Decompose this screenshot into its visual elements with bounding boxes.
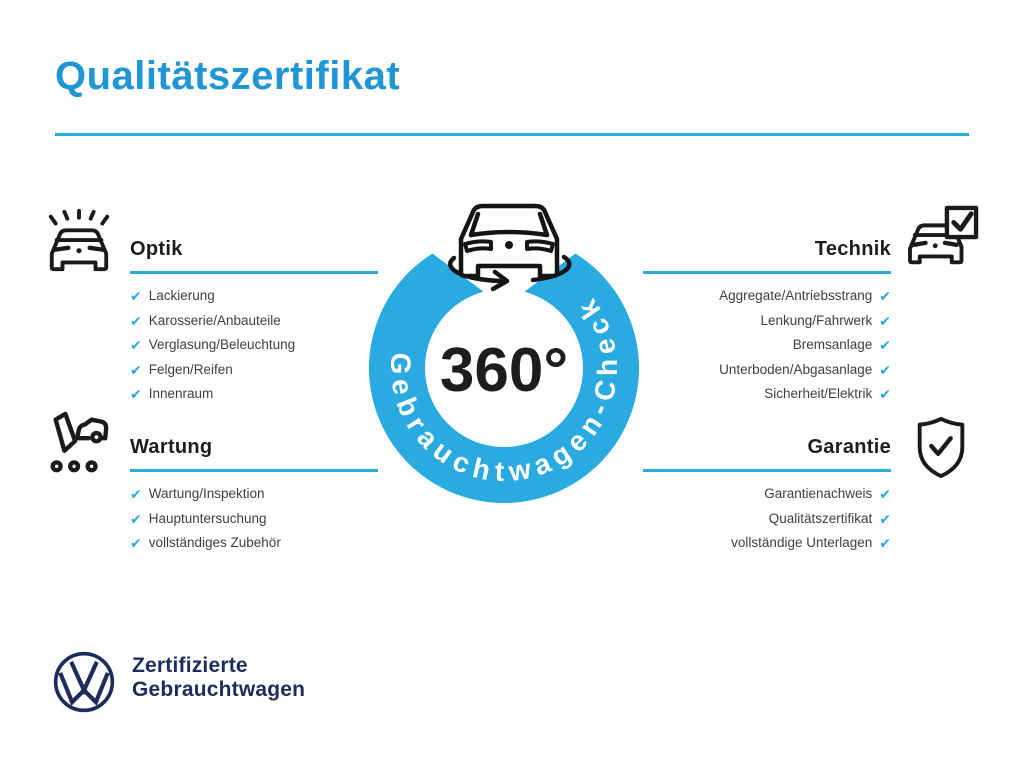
checklist-wartung: ✔ Wartung/Inspektion ✔ Hauptuntersuchung… <box>130 486 378 552</box>
checklist-item: vollständige Unterlagen ✔ <box>643 535 891 552</box>
check-icon: ✔ <box>879 288 891 305</box>
checklist-technik: Aggregate/Antriebsstrang ✔ Lenkung/Fahrw… <box>643 288 891 403</box>
section-optik: Optik ✔ Lackierung ✔ Karosserie/Anbautei… <box>130 236 378 403</box>
ring-shape <box>369 253 639 504</box>
checklist-item-label: Innenraum <box>148 386 214 401</box>
checklist-item: ✔ Felgen/Reifen <box>130 362 378 379</box>
checklist-item: ✔ vollständiges Zubehör <box>130 535 378 552</box>
check-icon: ✔ <box>879 312 891 329</box>
checklist-item: Bremsanlage ✔ <box>643 337 891 354</box>
section-technik: Technik Aggregate/Antriebsstrang ✔ Lenku… <box>643 236 891 403</box>
checklist-item: Unterboden/Abgasanlage ✔ <box>643 362 891 379</box>
check-icon: ✔ <box>130 337 142 354</box>
check-icon: ✔ <box>879 486 891 503</box>
vw-logo <box>52 650 116 714</box>
checklist-item-label: Qualitätszertifikat <box>768 510 873 526</box>
footer-claim: Zertifizierte Gebrauchtwagen <box>132 654 305 702</box>
checklist-item-label: Garantienachweis <box>764 486 873 501</box>
checklist-item-label: Lackierung <box>148 288 215 303</box>
checklist-item-label: Unterboden/Abgasanlage <box>719 361 873 377</box>
check-icon: ✔ <box>130 361 142 378</box>
checklist-item-label: Bremsanlage <box>792 337 873 352</box>
section-wartung: Wartung ✔ Wartung/Inspektion ✔ Hauptunte… <box>130 434 378 552</box>
check-icon: ✔ <box>879 510 891 527</box>
checklist-item: ✔ Lackierung <box>130 288 378 305</box>
checklist-item-label: Verglasung/Beleuchtung <box>148 337 296 352</box>
checklist-item: ✔ Innenraum <box>130 386 378 403</box>
checklist-item: Garantienachweis ✔ <box>643 486 891 503</box>
degree-label: 360° <box>440 336 568 405</box>
check-icon: ✔ <box>130 535 142 552</box>
checklist-item: Qualitätszertifikat ✔ <box>643 511 891 528</box>
checklist-item-label: Felgen/Reifen <box>148 361 233 377</box>
check-icon: ✔ <box>879 361 891 378</box>
car-front-rotation-icon <box>448 203 572 292</box>
car-shine-icon <box>44 208 114 274</box>
section-heading-optik: Optik <box>130 236 378 274</box>
check-icon: ✔ <box>879 337 891 354</box>
title-divider <box>55 133 969 136</box>
check-icon: ✔ <box>130 312 142 329</box>
section-garantie: Garantie Garantienachweis ✔ Qualitätszer… <box>643 434 891 552</box>
checklist-item: ✔ Wartung/Inspektion <box>130 486 378 503</box>
checklist-item-label: Wartung/Inspektion <box>148 486 265 501</box>
checklist-item-label: Karosserie/Anbauteile <box>148 312 281 328</box>
checklist-item-label: Aggregate/Antriebsstrang <box>719 288 873 303</box>
checklist-item: ✔ Karosserie/Anbauteile <box>130 313 378 330</box>
checklist-optik: ✔ Lackierung ✔ Karosserie/Anbauteile ✔ V… <box>130 288 378 403</box>
car-checkbox-icon <box>906 204 982 272</box>
check-icon: ✔ <box>130 510 142 527</box>
check-icon: ✔ <box>130 386 142 403</box>
section-heading-garantie: Garantie <box>643 434 891 472</box>
badge-360-check: Gebrauchtwagen-Check 360° <box>357 185 657 510</box>
checklist-item: Sicherheit/Elektrik ✔ <box>643 386 891 403</box>
footer-claim-line2: Gebrauchtwagen <box>132 678 306 701</box>
footer-claim-line1: Zertifizierte <box>132 654 248 677</box>
checklist-item: Aggregate/Antriebsstrang ✔ <box>643 288 891 305</box>
check-icon: ✔ <box>879 386 891 403</box>
checklist-item: ✔ Hauptuntersuchung <box>130 511 378 528</box>
check-icon: ✔ <box>130 288 142 305</box>
shield-check-icon <box>912 416 970 480</box>
checklist-item: ✔ Verglasung/Beleuchtung <box>130 337 378 354</box>
checklist-item: Lenkung/Fahrwerk ✔ <box>643 313 891 330</box>
section-heading-technik: Technik <box>643 236 891 274</box>
checklist-item-label: Sicherheit/Elektrik <box>764 386 873 401</box>
checklist-garantie: Garantienachweis ✔ Qualitätszertifikat ✔… <box>643 486 891 552</box>
checklist-item-label: vollständige Unterlagen <box>731 535 873 550</box>
check-icon: ✔ <box>879 535 891 552</box>
checklist-item-label: Hauptuntersuchung <box>148 510 267 526</box>
checklist-item-label: vollständiges Zubehör <box>148 535 281 550</box>
page-title: Qualitätszertifikat <box>55 54 401 98</box>
section-heading-wartung: Wartung <box>130 434 378 472</box>
checklist-item-label: Lenkung/Fahrwerk <box>760 312 873 328</box>
check-icon: ✔ <box>130 486 142 503</box>
service-checklist-icon <box>44 408 112 478</box>
